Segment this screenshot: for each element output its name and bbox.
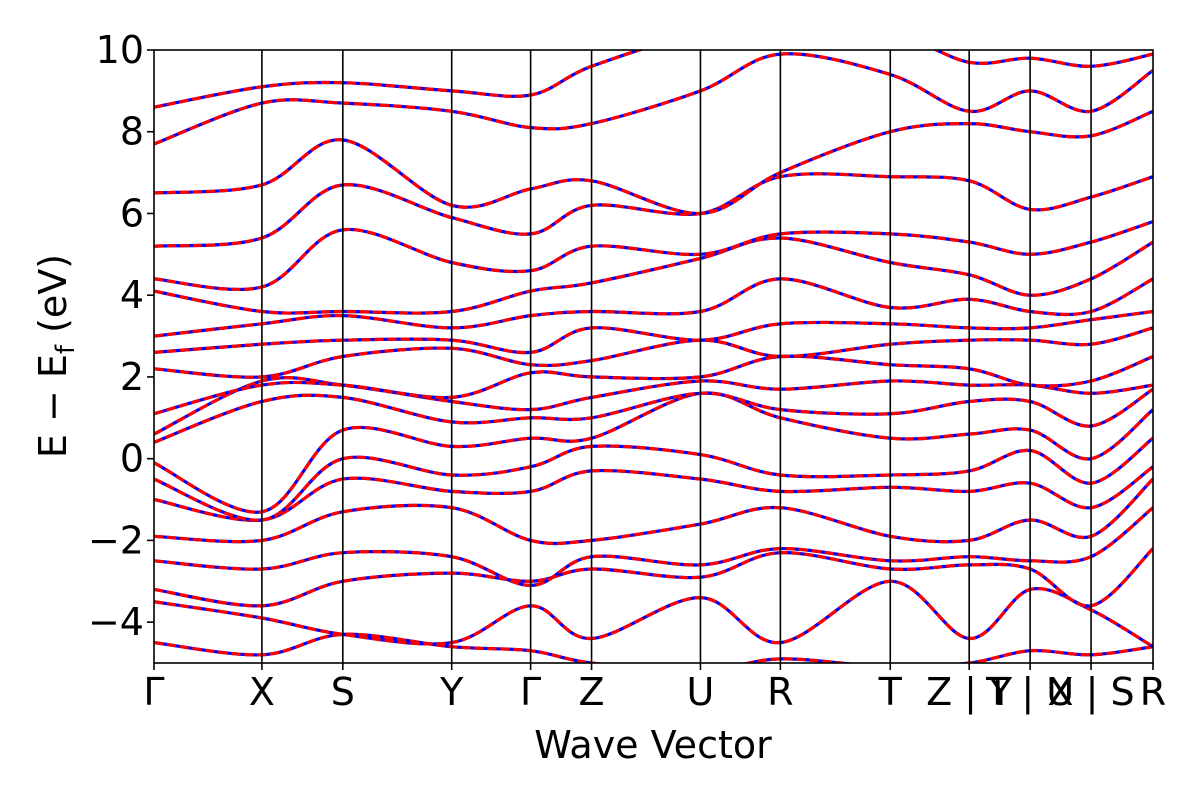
bands-layer [154, 50, 1153, 663]
band-line-6-series-0 [154, 436, 1153, 522]
band-line-12-series-1 [154, 309, 1153, 355]
band-line-18-series-1 [154, 52, 1153, 146]
y-tick-label: −4 [88, 600, 144, 644]
x-tick-label: T | U [985, 670, 1074, 715]
x-tick-label: Y [439, 670, 464, 714]
band-line-15-series-1 [154, 220, 1153, 291]
y-tick-label: −2 [88, 518, 144, 562]
y-tick-label: 0 [120, 437, 144, 481]
y-tick-label: 6 [120, 191, 144, 235]
plot-frame [153, 49, 1154, 664]
band-line-16-series-0 [154, 172, 1153, 248]
band-line-14-series-1 [154, 236, 1153, 315]
y-axis-label-main: E − E [31, 354, 75, 458]
band-line-3-series-1 [154, 506, 1153, 588]
band-line-2-series-1 [154, 547, 1153, 608]
band-line-5-series-0 [154, 465, 1153, 522]
band-line-16-series-1 [154, 172, 1153, 248]
y-tick-label: 8 [120, 110, 144, 154]
x-tick-label: Z | Y [926, 670, 1013, 715]
band-line-9-series-0 [154, 376, 1153, 436]
band-line-17-series-1 [154, 109, 1153, 216]
band-line-1-series-1 [154, 579, 1153, 649]
y-axis-label: E − Ef (eV) [31, 254, 81, 458]
band-line-2-series-0 [154, 547, 1153, 608]
band-line-8-series-1 [154, 387, 1153, 444]
y-tick-label: 2 [120, 355, 144, 399]
x-tick-label: S [331, 670, 355, 714]
y-axis-ticks: −4 −2 0 2 4 6 8 10 [88, 28, 154, 644]
x-tick-label: R [767, 670, 793, 714]
band-line-19-series-1 [154, 50, 1153, 109]
x-tick-label: R [1140, 670, 1166, 714]
band-line-0-series-1 [154, 632, 1153, 663]
band-line-7-series-0 [154, 391, 1153, 514]
x-tick-label: Z [579, 670, 605, 714]
band-line-5-series-1 [154, 465, 1153, 522]
x-tick-label: Γ [520, 670, 541, 714]
band-line-0-series-0 [154, 632, 1153, 663]
y-tick-label: 10 [96, 28, 144, 72]
x-tick-label: X [249, 670, 275, 714]
band-line-10-series-1 [154, 354, 1153, 416]
y-axis-label-unit: (eV) [31, 254, 75, 345]
x-tick-label: X | S [1047, 670, 1134, 715]
band-line-19-series-0 [154, 50, 1153, 109]
x-tick-label: T [878, 670, 903, 714]
y-axis-label-subscript: f [51, 344, 81, 354]
kpoint-divider-lines [261, 50, 1092, 663]
band-line-13-series-1 [154, 277, 1153, 338]
y-tick-label: 4 [120, 273, 144, 317]
band-line-7-series-1 [154, 391, 1153, 514]
x-tick-label: Γ [143, 670, 164, 714]
band-line-11-series-1 [154, 326, 1153, 379]
x-tick-label: U [687, 670, 715, 714]
band-line-6-series-1 [154, 436, 1153, 522]
band-line-8-series-0 [154, 387, 1153, 444]
x-axis-label: Wave Vector [534, 723, 772, 767]
